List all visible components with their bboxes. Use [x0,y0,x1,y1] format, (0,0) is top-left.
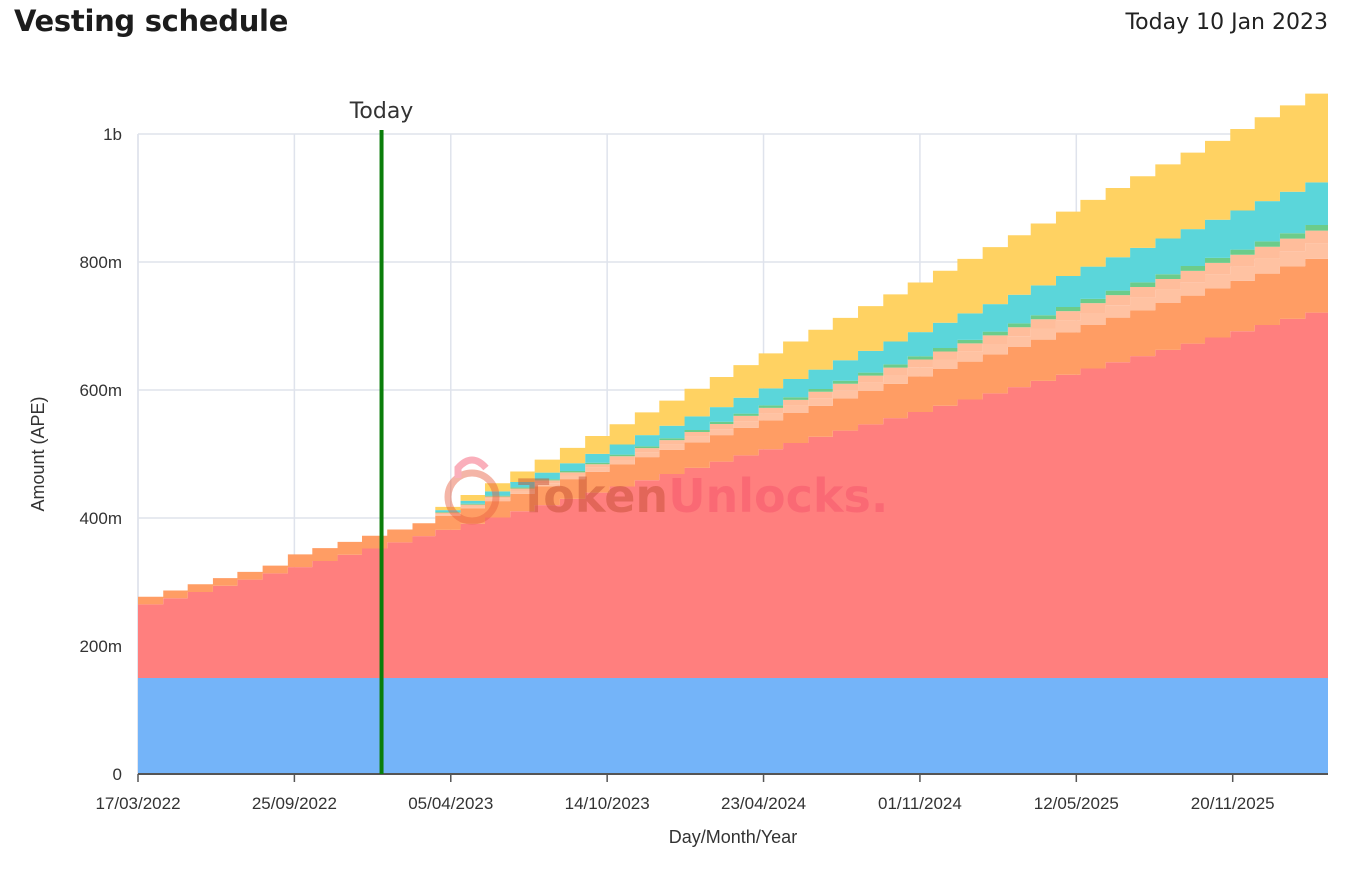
series-areas [138,93,1328,774]
series-area-2 [138,312,1328,678]
x-tick-label: 25/09/2022 [252,794,337,813]
x-tick-label: 14/10/2023 [565,794,650,813]
series-area-4 [138,243,1328,597]
x-axis-label: Day/Month/Year [669,827,797,847]
x-tick-label: 20/11/2025 [1191,794,1275,813]
x-tick-label: 23/04/2024 [721,794,806,813]
y-tick-label: 200m [79,637,122,656]
x-tick-label: 05/04/2023 [408,794,493,813]
axes: 0 200m 400m 600m 800m 1b 17/03/2022 25/09/2022 0… [79,125,1328,813]
y-tick-label: 1b [103,125,122,144]
x-tick-label: 12/05/2025 [1034,794,1119,813]
x-tick-label: 17/03/2022 [95,794,180,813]
y-tick-label: 0 [113,765,122,784]
tokenunlocks-watermark: TokenUnlocks. [444,456,888,525]
series-area-5 [138,230,1328,597]
y-tick-label: 400m [79,509,122,528]
page-title: Vesting schedule [14,4,289,38]
y-tick-label: 600m [79,381,122,400]
series-area-7 [138,182,1328,597]
y-tick-label: 800m [79,253,122,272]
svg-text:TokenUnlocks.: TokenUnlocks. [518,469,888,523]
series-area-1 [138,678,1328,774]
lock-logo-icon [444,456,500,525]
series-area-3 [138,258,1328,605]
x-tick-label: 01/11/2024 [878,794,962,813]
watermark-word-token: Token [518,469,668,523]
today-date: Today 10 Jan 2023 [1125,10,1328,35]
y-axis-label: Amount (APE) [28,396,48,511]
watermark-word-unlocks: Unlocks. [668,469,888,523]
today-marker-label: Today [349,99,414,124]
series-area-8 [138,93,1328,597]
series-area-6 [138,225,1328,597]
